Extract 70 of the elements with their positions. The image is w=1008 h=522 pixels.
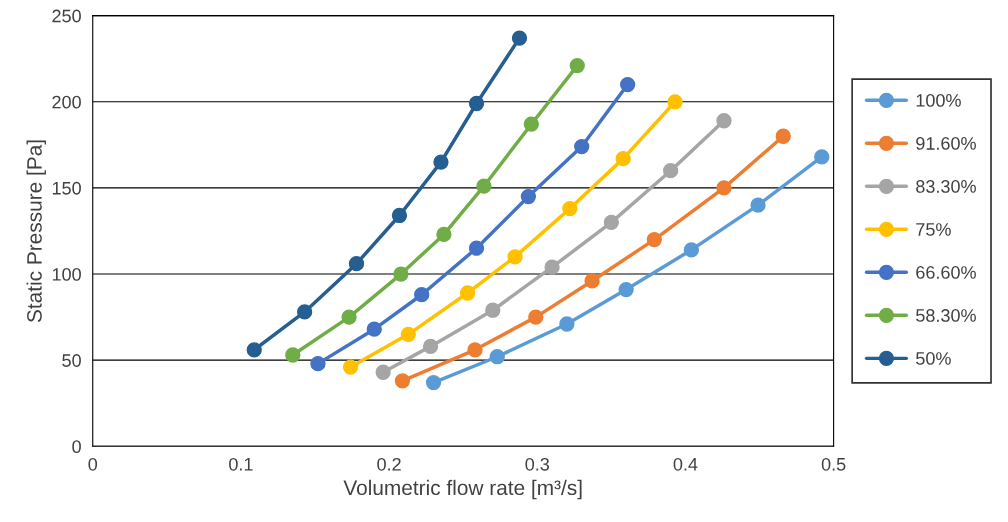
point [569, 57, 585, 74]
point [507, 249, 523, 265]
legend-label: 91.60% [916, 137, 976, 150]
point [620, 76, 636, 93]
point [683, 242, 700, 258]
point [615, 150, 631, 167]
point [366, 321, 382, 337]
y-tick-label: 150 [52, 181, 81, 195]
point [296, 304, 313, 320]
point [716, 180, 732, 196]
point [393, 266, 409, 282]
point [750, 197, 766, 213]
point [375, 364, 391, 380]
legend-label: 50% [916, 352, 951, 365]
point [468, 95, 485, 112]
legend-label: 83.30% [916, 180, 976, 193]
point [391, 207, 408, 224]
point [414, 287, 430, 303]
legend-label: 75% [916, 223, 951, 236]
point [468, 240, 485, 256]
y-tick-label: 100 [52, 267, 81, 281]
point [436, 226, 452, 243]
point [618, 281, 634, 298]
point [523, 116, 539, 132]
x-tick-label: 0.1 [229, 457, 253, 471]
point [511, 30, 528, 46]
x-tick-label: 0.5 [821, 457, 846, 471]
point [775, 128, 791, 144]
y-tick-label: 0 [72, 440, 81, 454]
point [520, 188, 537, 205]
y-tick-label: 200 [52, 95, 81, 109]
point [394, 373, 411, 389]
point [662, 163, 679, 179]
point [603, 214, 619, 231]
point [559, 316, 575, 332]
point [433, 154, 449, 170]
y-axis-title: Static Pressure [Pa] [26, 140, 46, 323]
point [342, 359, 359, 375]
point [476, 178, 492, 194]
point [584, 273, 600, 289]
point [425, 374, 442, 391]
point [574, 138, 590, 155]
point [528, 309, 544, 325]
point [716, 113, 732, 129]
point [285, 347, 301, 363]
x-tick-label: 0.3 [525, 457, 550, 471]
legend-label: 100% [916, 94, 961, 107]
legend-label: 58.30% [916, 309, 976, 322]
point [422, 338, 439, 355]
point [459, 285, 476, 301]
point [400, 326, 416, 342]
legend-label: 66.60% [916, 266, 976, 279]
y-tick-label: 250 [52, 9, 81, 23]
y-tick-label: 50 [62, 354, 81, 367]
x-tick-label: 0 [88, 457, 98, 471]
x-tick-label: 0.4 [673, 457, 698, 471]
point [667, 94, 683, 110]
point [544, 259, 560, 275]
point [562, 200, 578, 217]
x-axis-title: Volumetric flow rate [m³/s] [343, 479, 582, 500]
point [646, 231, 662, 248]
point [348, 256, 365, 272]
x-tick-label: 0.2 [377, 457, 401, 471]
point [485, 302, 501, 318]
point [246, 342, 262, 358]
point [489, 349, 505, 365]
point [341, 309, 357, 325]
point [467, 342, 483, 358]
point [310, 355, 326, 372]
point [814, 149, 830, 165]
